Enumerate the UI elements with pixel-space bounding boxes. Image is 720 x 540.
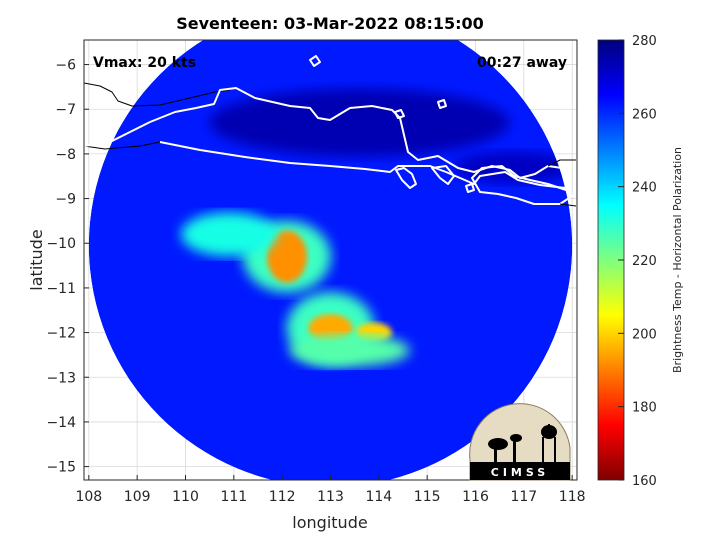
y-tick-label: −13 — [46, 370, 76, 386]
coastline-sumbawa-land — [471, 165, 573, 205]
colorbar-tick-label: 240 — [632, 181, 657, 196]
coastline-islet-1 — [309, 55, 321, 67]
coastline-islet-2 — [437, 99, 447, 109]
coastline-flores-sea — [547, 159, 576, 167]
logo-band — [470, 462, 570, 480]
x-tick-label: 108 — [75, 489, 102, 505]
x-tick-labels: 108 109 110 111 112 113 114 115 116 117 118 — [75, 475, 586, 505]
colorbar: 280 260 240 220 200 180 160 Brightness Temp - … — [597, 34, 684, 489]
colorbar-ticks: 280 260 240 220 200 180 160 — [618, 34, 657, 489]
coastline-java-south-sea — [84, 141, 161, 150]
convection-north-band — [181, 212, 277, 257]
cimss-logo: CIMSS — [469, 403, 571, 481]
coastline-islet-3 — [394, 109, 405, 119]
coastline-lombok-land — [431, 165, 455, 185]
y-tick-label: −15 — [46, 460, 76, 476]
x-tick-label: 109 — [124, 489, 151, 505]
x-tick-label: 110 — [172, 489, 199, 505]
colorbar-tick-label: 220 — [632, 254, 657, 269]
coastline-flores-sea-2 — [559, 203, 577, 207]
y-tick-labels: −6 −7 −8 −9 −10 −11 −12 −13 −14 −15 — [46, 58, 89, 476]
x-tick-label: 116 — [462, 489, 489, 505]
chart-title: Seventeen: 03-Mar-2022 08:15:00 — [176, 14, 484, 33]
colorbar-tick-label: 160 — [632, 474, 657, 489]
colorbar-tick-label: 280 — [632, 34, 657, 49]
x-tick-label: 115 — [414, 489, 441, 505]
logo-text: CIMSS — [491, 466, 549, 479]
vmax-annotation: Vmax: 20 kts — [93, 55, 196, 71]
colorbar-tick-label: 180 — [632, 401, 657, 416]
satellite-dish-icon — [488, 434, 522, 462]
y-tick-label: −6 — [55, 58, 76, 74]
y-tick-label: −9 — [55, 192, 76, 208]
y-tick-label: −12 — [46, 326, 76, 342]
x-tick-label: 117 — [510, 489, 537, 505]
x-tick-label: 111 — [220, 489, 247, 505]
coastline-islet-4 — [465, 183, 475, 193]
x-tick-label: 114 — [365, 489, 392, 505]
x-tick-label: 118 — [559, 489, 586, 505]
colorbar-tick-label: 200 — [632, 327, 657, 342]
convection-north-main — [267, 230, 307, 283]
x-tick-label: 113 — [317, 489, 344, 505]
colorbar-label: Brightness Temp - Horizontal Polarizatio… — [671, 147, 684, 373]
x-axis-label: longitude — [292, 513, 367, 532]
coastlines — [84, 55, 577, 207]
y-tick-label: −7 — [55, 102, 76, 118]
coastline-java-north-sea — [84, 82, 231, 107]
y-tick-label: −14 — [46, 415, 76, 431]
y-tick-label: −8 — [55, 147, 76, 163]
y-tick-label: −11 — [46, 281, 76, 297]
convection-south-band — [289, 334, 410, 367]
y-tick-label: −10 — [46, 236, 76, 252]
y-axis-label: latitude — [27, 229, 46, 290]
time-away-annotation: 00:27 away — [477, 55, 567, 71]
water-tower-icon — [541, 424, 557, 462]
coastline-bali-land — [395, 167, 417, 189]
colorbar-tick-label: 260 — [632, 107, 657, 122]
x-tick-label: 112 — [269, 489, 296, 505]
